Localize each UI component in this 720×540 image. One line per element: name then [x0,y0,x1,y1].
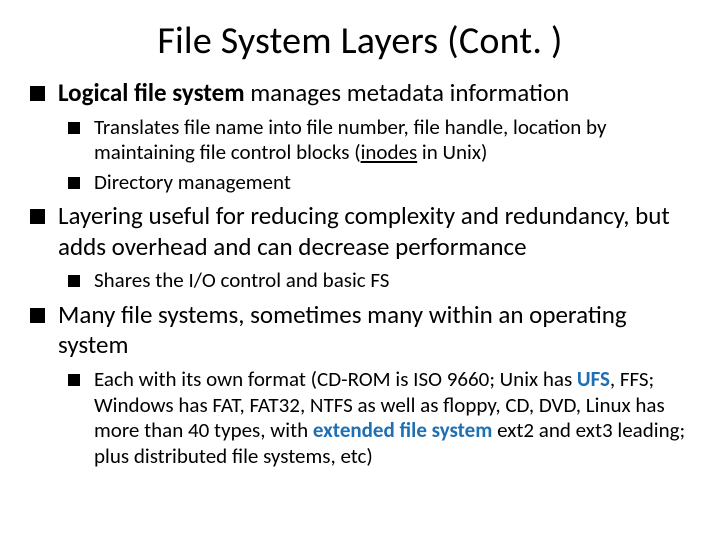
bullet-3-sublist: Each with its own format (CD-ROM is ISO … [58,367,690,469]
bullet-2-sublist: Shares the I/O control and basic FS [58,268,690,294]
bullet-3: Many file systems, sometimes many within… [30,300,690,469]
bullet-1-sub-1a: Translates file name into file number, f… [94,114,607,166]
bullet-3-sub-1d: extended file system [313,417,492,443]
bullet-list: Logical file system manages metadata inf… [30,78,690,469]
bullet-3-sub-1a: Each with its own format (CD-ROM is ISO … [94,366,577,392]
bullet-1-strong: Logical file system [58,77,245,108]
slide: File System Layers (Cont. ) Logical file… [0,0,720,540]
bullet-1-sub-2: Directory management [68,170,690,196]
slide-title: File System Layers (Cont. ) [30,18,690,64]
bullet-1-sub-1: Translates file name into file number, f… [68,115,690,166]
bullet-1: Logical file system manages metadata inf… [30,78,690,195]
bullet-2-sub-1: Shares the I/O control and basic FS [68,268,690,294]
bullet-3-sub-1: Each with its own format (CD-ROM is ISO … [68,367,690,469]
bullet-2-text: Layering useful for reducing complexity … [58,200,670,262]
bullet-1-sublist: Translates file name into file number, f… [58,115,690,196]
bullet-1-sub-1c: in Unix) [417,139,487,165]
bullet-1-rest: manages metadata information [245,77,570,108]
bullet-1-sub-1b: inodes [361,139,418,165]
bullet-2: Layering useful for reducing complexity … [30,201,690,294]
bullet-3-text: Many file systems, sometimes many within… [58,299,627,361]
bullet-3-sub-1b: UFS [577,366,610,392]
